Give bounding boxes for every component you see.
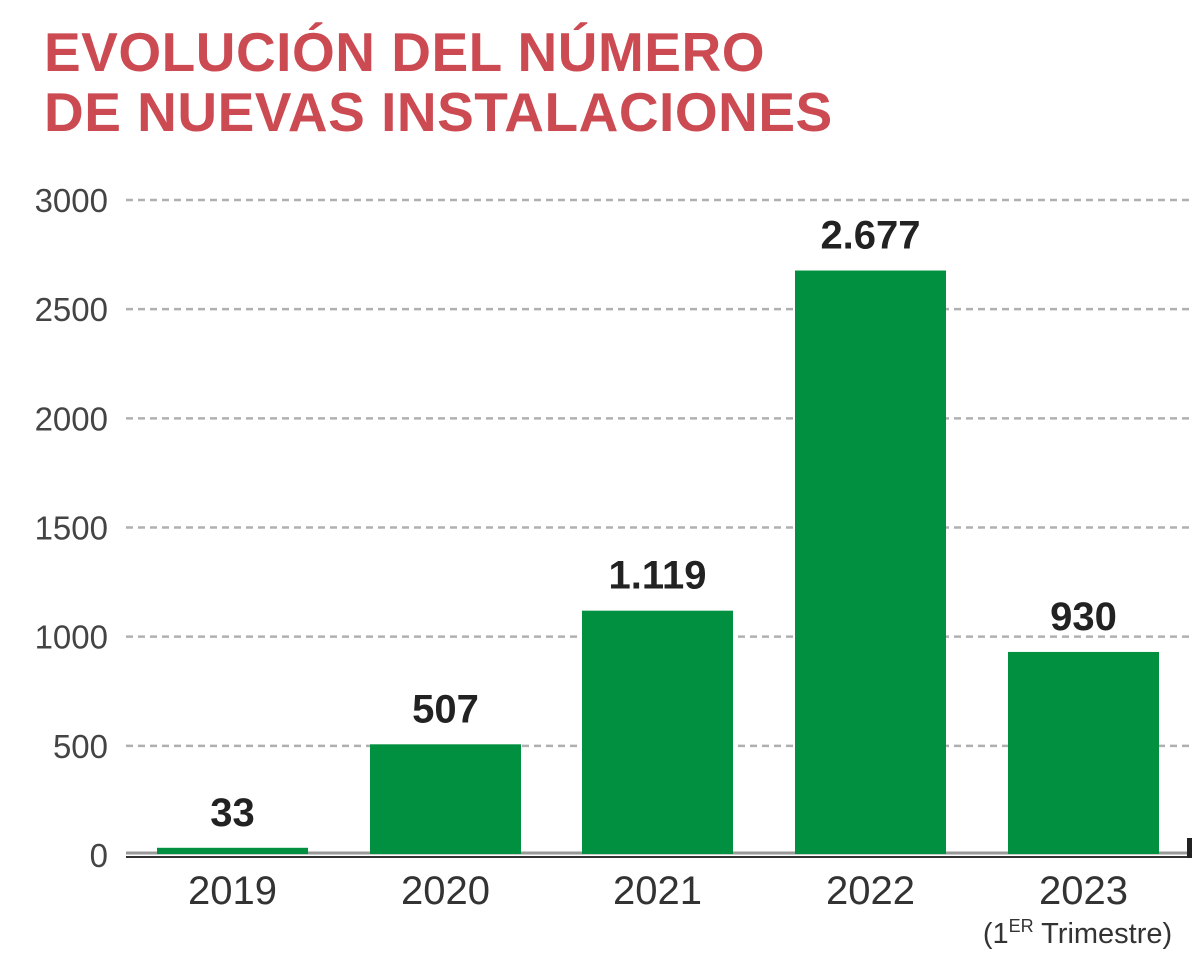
x-tick-label-2019: 2019 <box>188 869 277 913</box>
bar-2020 <box>370 744 521 854</box>
data-label-2023: 930 <box>1050 595 1117 639</box>
x-tick-label-2021: 2021 <box>613 869 702 913</box>
y-tick-label: 2000 <box>35 400 108 437</box>
y-tick-label: 1000 <box>35 619 108 656</box>
y-tick-label: 2500 <box>35 291 108 328</box>
title-line-2: DE NUEVAS INSTALACIONES <box>44 81 833 143</box>
axis-end-tick <box>1187 838 1192 858</box>
bar-2023 <box>1008 651 1159 854</box>
y-tick-label: 1500 <box>35 510 108 547</box>
bar-2021 <box>582 610 733 854</box>
data-label-2022: 2.677 <box>820 214 920 258</box>
chart-title: EVOLUCIÓN DEL NÚMERO DE NUEVAS INSTALACI… <box>44 22 833 142</box>
x-tick-label-2023: 2023 <box>1039 869 1128 913</box>
bar-2022 <box>795 270 946 854</box>
bar-2019 <box>157 847 308 854</box>
category-note-2023: (1ER Trimestre) <box>982 916 1173 950</box>
data-label-2020: 507 <box>412 687 479 731</box>
y-tick-label: 500 <box>53 728 108 765</box>
data-label-2019: 33 <box>210 791 255 835</box>
y-tick-label: 3000 <box>35 182 108 219</box>
y-tick-label: 0 <box>90 837 108 874</box>
x-tick-label-2020: 2020 <box>401 869 490 913</box>
title-line-1: EVOLUCIÓN DEL NÚMERO <box>44 21 765 83</box>
data-label-2021: 1.119 <box>609 554 707 598</box>
x-tick-label-2022: 2022 <box>826 869 915 913</box>
